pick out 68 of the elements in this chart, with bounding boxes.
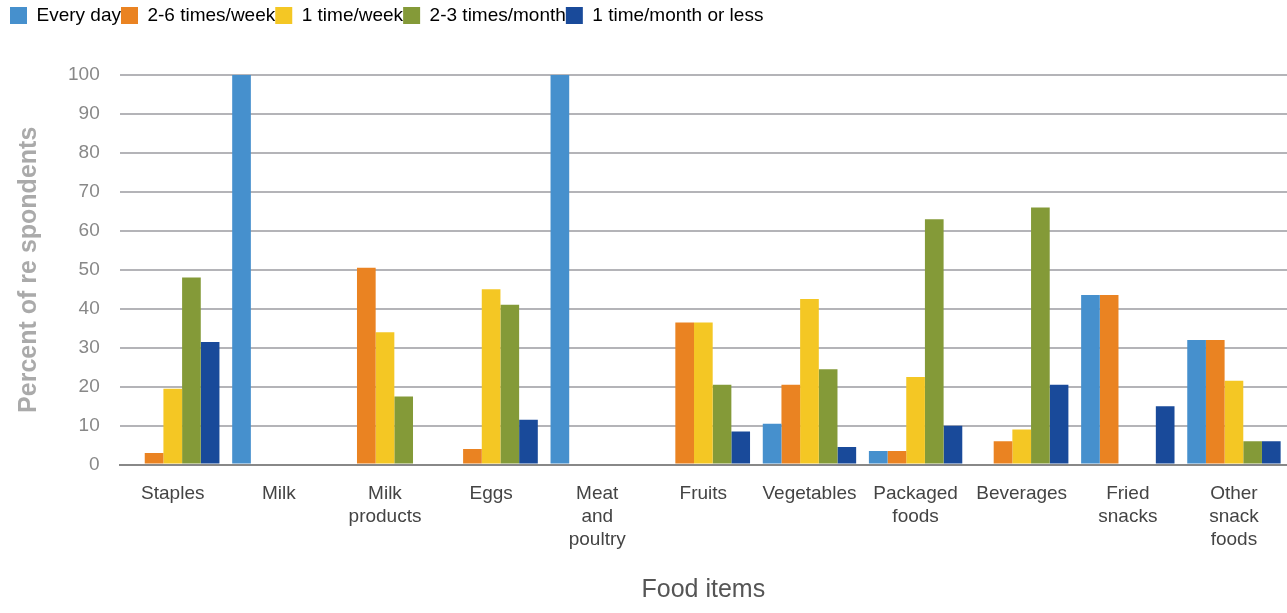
x-tick-label: Meat and poultry	[568, 482, 627, 549]
legend-label: 2-3 times/month	[429, 3, 566, 25]
y-tick-label: 10	[78, 413, 100, 435]
bar	[906, 376, 925, 464]
bar	[694, 322, 713, 464]
x-axis-title: Food items	[641, 573, 766, 602]
x-tick-label: Fruits	[679, 482, 728, 504]
bar	[868, 450, 888, 464]
y-tick-label: 80	[78, 141, 100, 163]
bar	[1224, 380, 1244, 464]
bar	[1031, 207, 1050, 464]
y-tick-label: 20	[78, 374, 100, 396]
y-axis-title: Percent of re spondents	[12, 126, 41, 413]
bar	[375, 332, 395, 464]
bar	[232, 75, 251, 464]
legend-label: 1 time/week	[301, 3, 404, 25]
bar	[1243, 441, 1262, 464]
bar	[550, 75, 570, 464]
x-tick-label: Vegetables	[762, 482, 857, 504]
legend-label: 2-6 times/week	[147, 3, 276, 25]
x-tick-label: Staples	[141, 482, 205, 504]
bar	[182, 277, 201, 464]
bar	[818, 369, 838, 464]
y-tick-label: 100	[68, 63, 100, 85]
bar	[1012, 429, 1032, 464]
bar	[394, 396, 414, 464]
y-tick-label: 90	[78, 102, 100, 124]
bar	[943, 425, 963, 464]
bar	[800, 299, 819, 464]
y-tick-label: 40	[78, 296, 100, 318]
bar	[1205, 339, 1225, 464]
x-tick-label: Eggs	[469, 482, 513, 504]
bar	[1081, 295, 1100, 464]
bar	[887, 450, 907, 464]
bar	[1155, 406, 1175, 464]
y-tick-label: 50	[78, 258, 100, 280]
bar	[481, 289, 501, 464]
bar	[519, 419, 538, 464]
x-tick-label: Other snack foods	[1209, 482, 1260, 549]
x-tick-label: Beverages	[976, 482, 1068, 504]
bar	[356, 267, 376, 464]
y-tick-label: 60	[78, 219, 100, 241]
bar	[781, 384, 801, 464]
bar	[993, 441, 1013, 464]
bar	[1187, 339, 1206, 464]
bar	[463, 449, 482, 464]
x-tick-label: Milk	[261, 482, 297, 504]
bar	[675, 322, 695, 464]
bar	[1261, 441, 1281, 464]
bar	[837, 447, 857, 464]
bar	[200, 341, 220, 464]
bar	[1049, 384, 1069, 464]
y-tick-label: 0	[89, 452, 100, 474]
bar	[144, 452, 164, 464]
x-tick-label: Fried snacks	[1098, 482, 1158, 527]
y-tick-label: 30	[78, 335, 100, 357]
bar	[500, 304, 520, 464]
legend-label: 1 time/month or less	[592, 3, 764, 25]
bar	[924, 219, 944, 464]
bar	[712, 384, 732, 464]
bar	[762, 423, 782, 464]
bar	[731, 431, 751, 464]
legend-label: Every day	[36, 3, 122, 25]
x-tick-label: Milk products	[348, 482, 422, 527]
bar	[163, 388, 183, 464]
y-tick-label: 70	[78, 180, 100, 202]
x-tick-label: Packaged foods	[873, 482, 958, 527]
bar	[1099, 295, 1119, 464]
